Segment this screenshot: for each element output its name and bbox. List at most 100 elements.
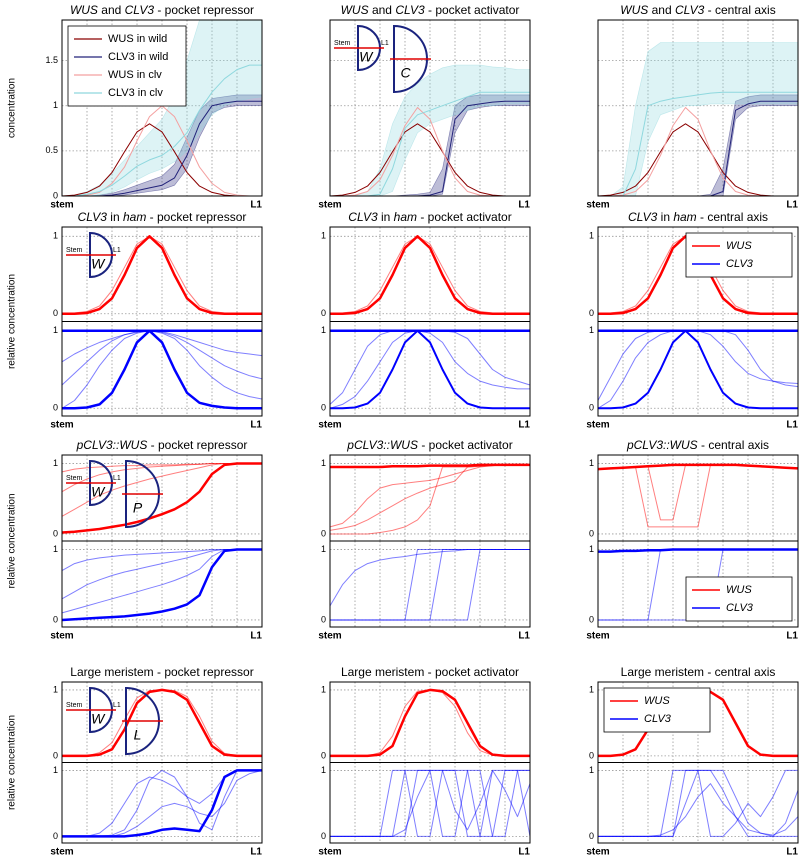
y-tick-label: 1	[53, 100, 58, 110]
y-tick-label: 0	[321, 528, 326, 538]
title-part: and	[98, 3, 125, 17]
title-part: CLV3	[78, 210, 108, 224]
line	[598, 769, 798, 837]
y-tick-label: 0	[53, 831, 58, 841]
x-tick-label: stem	[586, 631, 609, 642]
y-tick-label: 0	[53, 190, 58, 200]
line	[330, 235, 530, 316]
x-tick-label: stem	[318, 420, 341, 431]
y-tick-label: 1	[321, 765, 326, 775]
plot-frame	[61, 19, 263, 197]
y-tick-label: 0	[321, 750, 326, 760]
x-tick-label: L1	[518, 420, 530, 431]
inset-letter: W	[359, 49, 374, 65]
legend-label: CLV3	[644, 713, 672, 725]
panel-title: CLV3 in ham - pocket repressor	[78, 210, 247, 224]
line	[62, 235, 262, 316]
legend-label: WUS in wild	[108, 33, 167, 45]
line	[597, 464, 799, 521]
y-tick-label: 0	[53, 308, 58, 318]
plot-frame	[597, 540, 799, 628]
legend-box	[603, 687, 711, 733]
x-tick-label: L1	[518, 631, 530, 642]
legend-label: CLV3	[726, 602, 754, 614]
y-tick-label: 0	[589, 308, 594, 318]
title-part: - central axis	[704, 3, 775, 17]
title-part: pCLV3::WUS	[626, 438, 698, 452]
title-part: ham	[123, 210, 146, 224]
x-tick-label: L1	[250, 847, 262, 858]
line	[62, 329, 262, 410]
y-tick-label: 0	[53, 403, 58, 413]
plot-frame	[61, 762, 263, 844]
y-tick-label: 1	[589, 765, 594, 775]
inset-shape	[357, 24, 381, 72]
plot-frame	[329, 762, 531, 844]
line	[61, 123, 262, 197]
panel-title: CLV3 in ham - central axis	[628, 210, 768, 224]
panel-title: pCLV3::WUS - central axis	[626, 438, 769, 452]
legend-label: WUS in clv	[108, 69, 162, 81]
error-band	[330, 64, 531, 197]
line	[61, 330, 263, 409]
line	[598, 91, 798, 197]
y-tick-label: 0	[589, 528, 594, 538]
legend-label: CLV3 in wild	[108, 51, 168, 63]
y-tick-label: 0	[589, 831, 594, 841]
y-tick-label: 0	[321, 308, 326, 318]
legend-box	[685, 576, 793, 622]
legend-label: CLV3 in clv	[108, 87, 163, 99]
y-tick-label: 1	[53, 458, 58, 468]
line	[329, 464, 530, 528]
title-part: CLV3	[675, 3, 705, 17]
line	[62, 769, 262, 837]
x-tick-label: L1	[786, 847, 798, 858]
y-tick-label: 0	[53, 750, 58, 760]
panel-title: WUS and CLV3 - pocket activator	[341, 3, 520, 17]
title-part: WUS	[620, 3, 648, 17]
x-tick-label: L1	[518, 847, 530, 858]
y-tick-label: 0	[321, 831, 326, 841]
plot-frame	[329, 540, 531, 628]
line	[61, 463, 262, 473]
panel-title: CLV3 in ham - pocket activator	[348, 210, 511, 224]
line	[597, 330, 799, 409]
x-tick-label: stem	[50, 631, 73, 642]
title-part: pCLV3::WUS	[346, 438, 418, 452]
plot-frame	[597, 321, 799, 417]
panel-title: Large meristem - pocket repressor	[70, 665, 253, 679]
x-tick-label: L1	[786, 420, 798, 431]
line	[597, 464, 799, 528]
y-tick-label: 0	[321, 403, 326, 413]
line	[61, 235, 262, 315]
title-part: CLV3	[348, 210, 378, 224]
title-part: in	[107, 210, 123, 224]
inset-label: Stem	[66, 475, 83, 482]
panel-title: pCLV3::WUS - pocket repressor	[76, 438, 248, 452]
line	[598, 329, 798, 410]
inset-shape	[125, 686, 160, 756]
y-tick-label: 0	[589, 750, 594, 760]
line	[61, 330, 263, 380]
y-axis-label: concentration	[7, 78, 18, 138]
y-tick-label: 1	[321, 458, 326, 468]
line	[330, 329, 530, 410]
y-tick-label: 0	[53, 528, 58, 538]
x-tick-label: stem	[586, 420, 609, 431]
line	[61, 549, 262, 572]
legend-label: WUS	[726, 584, 752, 596]
inset-letter: P	[133, 500, 143, 516]
title-part: - pocket activator	[425, 3, 520, 17]
title-part: Large meristem - pocket activator	[341, 665, 519, 679]
panel-title: WUS and CLV3 - central axis	[620, 3, 775, 17]
inset-shape	[393, 24, 428, 94]
y-tick-label: 1	[53, 544, 58, 554]
x-tick-label: stem	[318, 631, 341, 642]
plot-frame	[329, 681, 531, 763]
x-tick-label: L1	[250, 631, 262, 642]
line	[62, 64, 262, 197]
line	[62, 689, 262, 757]
x-tick-label: L1	[250, 420, 262, 431]
y-tick-label: 0.5	[45, 145, 58, 155]
